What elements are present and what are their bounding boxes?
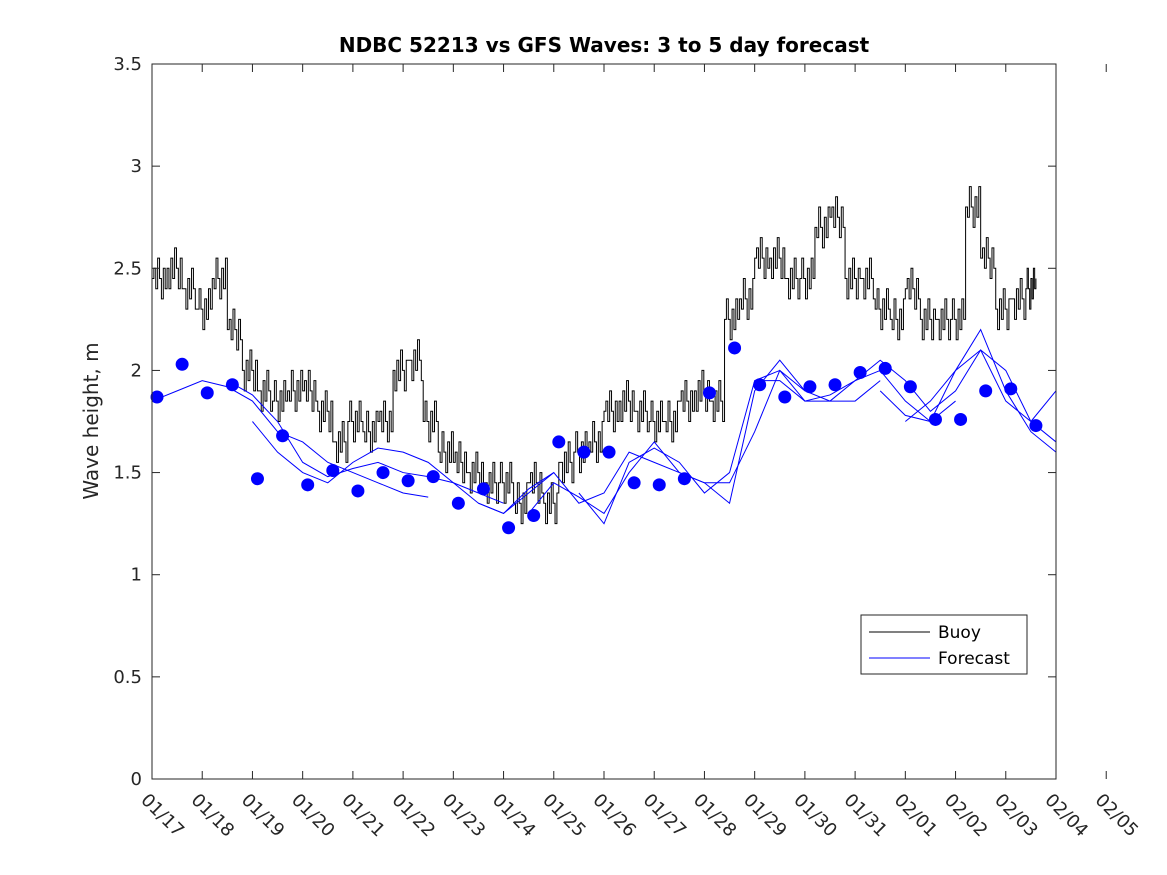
forecast-line <box>227 380 504 504</box>
y-tick-label: 3 <box>131 156 142 177</box>
forecast-point <box>728 341 742 355</box>
forecast-point <box>1029 419 1043 433</box>
forecast-point <box>552 435 566 449</box>
legend-box <box>860 614 1028 675</box>
forecast-point <box>954 412 968 426</box>
forecast-point <box>803 380 817 394</box>
forecast-line <box>879 328 1057 453</box>
forecast-point <box>175 357 189 371</box>
plot-markers <box>150 341 1043 535</box>
forecast-point <box>928 412 942 426</box>
forecast-point <box>200 386 214 400</box>
forecast-point <box>326 464 340 478</box>
forecast-point <box>602 445 616 459</box>
forecast-point <box>276 429 290 443</box>
forecast-point <box>702 386 716 400</box>
legend-buoy-label: Buoy <box>938 623 981 643</box>
forecast-line <box>754 349 1057 443</box>
y-tick-label: 0.5 <box>113 667 142 688</box>
y-tick-label: 2.5 <box>113 258 142 279</box>
y-axis-label: Wave height, m <box>79 342 103 499</box>
forecast-point <box>903 380 917 394</box>
legend: Buoy Forecast <box>860 614 1028 675</box>
y-axis: 0 0.5 1 1.5 2 2.5 3 3.5 <box>113 54 1056 790</box>
forecast-point <box>401 474 415 488</box>
plot-lines <box>151 186 1057 525</box>
y-tick-label: 1 <box>131 565 142 586</box>
legend-forecast-label: Forecast <box>938 649 1010 669</box>
y-tick-label: 3.5 <box>113 54 142 75</box>
forecast-point <box>828 378 842 392</box>
forecast-point <box>577 445 591 459</box>
forecast-point <box>225 378 239 392</box>
forecast-point <box>778 390 792 404</box>
forecast-point <box>527 508 541 522</box>
forecast-point <box>351 484 365 498</box>
forecast-point <box>476 482 490 496</box>
forecast-point <box>376 466 390 480</box>
y-tick-label: 1.5 <box>113 463 142 484</box>
forecast-point <box>652 478 666 492</box>
forecast-point <box>853 365 867 379</box>
forecast-point <box>753 378 767 392</box>
forecast-point <box>502 521 516 535</box>
forecast-line <box>151 380 429 498</box>
y-tick-label: 0 <box>131 769 142 790</box>
forecast-line <box>578 369 956 525</box>
y-tick-label: 2 <box>131 360 142 381</box>
forecast-point <box>627 476 641 490</box>
forecast-point <box>451 496 465 510</box>
forecast-point <box>979 384 993 398</box>
forecast-point <box>878 361 892 375</box>
forecast-point <box>250 472 264 486</box>
forecast-point <box>1004 382 1018 396</box>
forecast-point <box>301 478 315 492</box>
buoy-line <box>152 186 1037 525</box>
forecast-point <box>426 470 440 484</box>
forecast-point <box>150 390 164 404</box>
forecast-point <box>677 472 691 486</box>
chart-title: NDBC 52213 vs GFS Waves: 3 to 5 day fore… <box>339 33 870 57</box>
